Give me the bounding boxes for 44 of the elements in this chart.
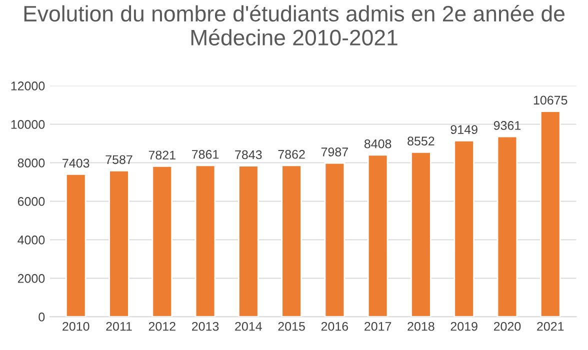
data-label: 8408 xyxy=(364,139,392,148)
bar xyxy=(540,110,561,317)
bar xyxy=(324,162,346,317)
y-tick-label: 8000 xyxy=(18,158,45,168)
bar xyxy=(238,165,259,317)
y-tick-label: 12000 xyxy=(11,82,45,90)
x-tick-label: 2012 xyxy=(148,322,176,331)
bar xyxy=(152,166,173,317)
data-label: 9361 xyxy=(494,121,521,130)
data-label: 8552 xyxy=(408,136,434,146)
y-tick-label: 10000 xyxy=(11,120,45,129)
bar xyxy=(367,154,388,317)
x-tick-label: 2013 xyxy=(192,322,219,331)
data-label: 7862 xyxy=(278,150,305,159)
x-tick-label: 2018 xyxy=(408,322,434,331)
y-tick-label: 6000 xyxy=(18,197,45,206)
x-tick-label: 2017 xyxy=(364,322,392,331)
data-label: 7861 xyxy=(192,150,219,159)
bar xyxy=(108,170,130,317)
x-tick-label: 2021 xyxy=(537,322,564,331)
bar xyxy=(454,140,474,317)
x-tick-label: 2014 xyxy=(235,322,262,331)
x-tick-label: 2019 xyxy=(450,322,478,331)
x-tick-label: 2011 xyxy=(106,322,132,331)
data-label: 10675 xyxy=(534,96,568,105)
bar xyxy=(194,164,216,317)
x-tick-label: 2016 xyxy=(321,322,348,331)
bar xyxy=(410,151,432,317)
bar xyxy=(65,174,86,317)
data-label: 7587 xyxy=(106,155,132,164)
x-tick-label: 2015 xyxy=(278,322,305,331)
chart-title: Evolution du nombre d'étudiants admis en 2e année de Médecine 2010-2021 xyxy=(24,4,564,46)
y-tick-label: 4000 xyxy=(18,236,45,244)
y-tick-label: 0 xyxy=(38,312,45,322)
y-tick-label: 2000 xyxy=(18,274,45,283)
data-label: 9149 xyxy=(450,125,478,134)
x-tick-label: 2010 xyxy=(62,322,90,331)
bar xyxy=(496,136,518,317)
data-label: 7403 xyxy=(62,158,90,168)
data-label: 7843 xyxy=(235,150,262,160)
x-tick-label: 2020 xyxy=(494,322,521,331)
data-label: 7987 xyxy=(321,148,348,156)
data-label: 7821 xyxy=(148,150,176,160)
bar xyxy=(281,164,302,317)
